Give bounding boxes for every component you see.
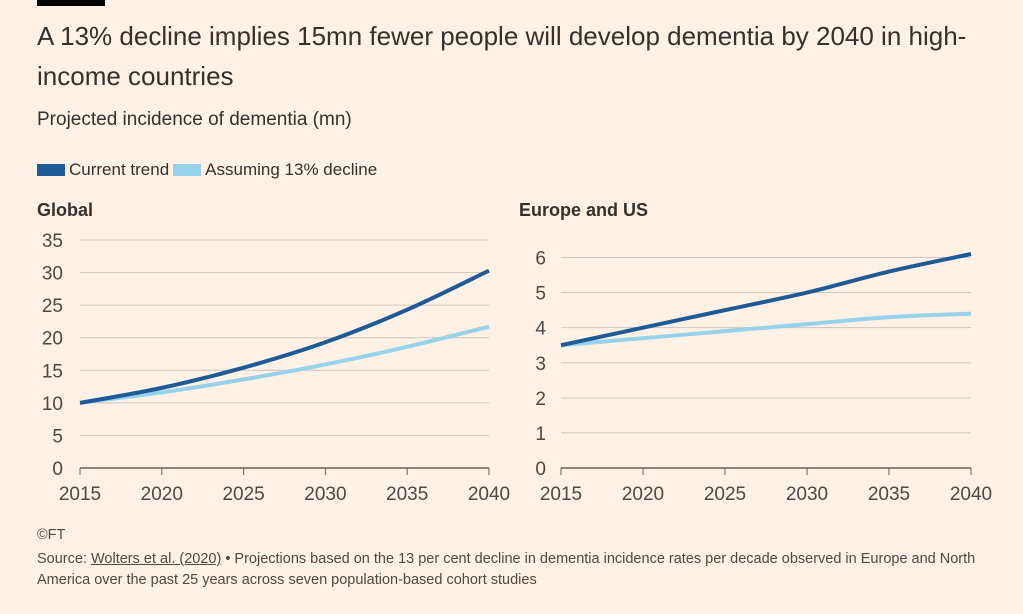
y-tick-label: 35 <box>42 231 63 252</box>
legend-item-decline: Assuming 13% decline <box>173 160 377 180</box>
y-tick-label: 4 <box>535 319 546 340</box>
legend-label: Assuming 13% decline <box>205 160 378 179</box>
series-line-current-trend <box>560 252 972 348</box>
legend-item-current-trend: Current trend <box>37 160 169 180</box>
x-tick-label: 2025 <box>222 484 264 505</box>
y-tick-label: 15 <box>42 361 63 382</box>
source-link[interactable]: Wolters et al. (2020) <box>91 551 222 567</box>
legend-swatch-decline <box>173 164 202 176</box>
series-line-13pct-decline <box>560 311 972 348</box>
source-note: Source: Wolters et al. (2020) • Projecti… <box>37 549 987 591</box>
x-tick-label: 2040 <box>950 484 992 505</box>
y-tick-label: 6 <box>535 249 546 270</box>
legend-label: Current trend <box>69 160 170 179</box>
y-tick-label: 0 <box>535 459 546 480</box>
x-tick-label: 2040 <box>468 484 510 505</box>
panel-title-global: Global <box>37 200 94 220</box>
x-tick-label: 2020 <box>622 484 664 505</box>
y-tick-label: 1 <box>535 424 546 445</box>
x-tick-label: 2015 <box>59 484 101 505</box>
ft-brand-bar <box>37 0 105 6</box>
y-tick-label: 5 <box>52 426 63 447</box>
x-tick-label: 2030 <box>786 484 828 505</box>
x-tick-label: 2030 <box>304 484 346 505</box>
x-tick-label: 2035 <box>386 484 428 505</box>
x-tick-label: 2015 <box>540 484 582 505</box>
y-tick-label: 10 <box>42 394 63 415</box>
y-tick-label: 20 <box>42 329 63 350</box>
y-tick-label: 2 <box>535 389 546 410</box>
y-tick-label: 30 <box>42 264 63 285</box>
chart-title: A 13% decline implies 15mn fewer people … <box>37 21 967 91</box>
x-tick-label: 2020 <box>141 484 183 505</box>
series-line-13pct-decline <box>79 324 490 405</box>
panel-title-europe-us: Europe and US <box>519 200 649 220</box>
y-tick-label: 0 <box>52 459 63 480</box>
x-tick-label: 2025 <box>704 484 746 505</box>
legend: Current trend Assuming 13% decline <box>37 160 381 180</box>
source-note-text: • Projections based on the 13 per cent d… <box>37 551 976 588</box>
chart-subtitle: Projected incidence of dementia (mn) <box>37 109 352 130</box>
source-prefix: Source: <box>37 551 91 567</box>
legend-swatch-current-trend <box>37 164 65 176</box>
y-tick-label: 5 <box>535 284 546 305</box>
copyright: ©FT <box>37 527 66 543</box>
series-line-current-trend <box>79 268 490 405</box>
y-tick-label: 3 <box>535 354 546 375</box>
y-tick-label: 25 <box>42 296 63 317</box>
x-tick-label: 2035 <box>868 484 910 505</box>
